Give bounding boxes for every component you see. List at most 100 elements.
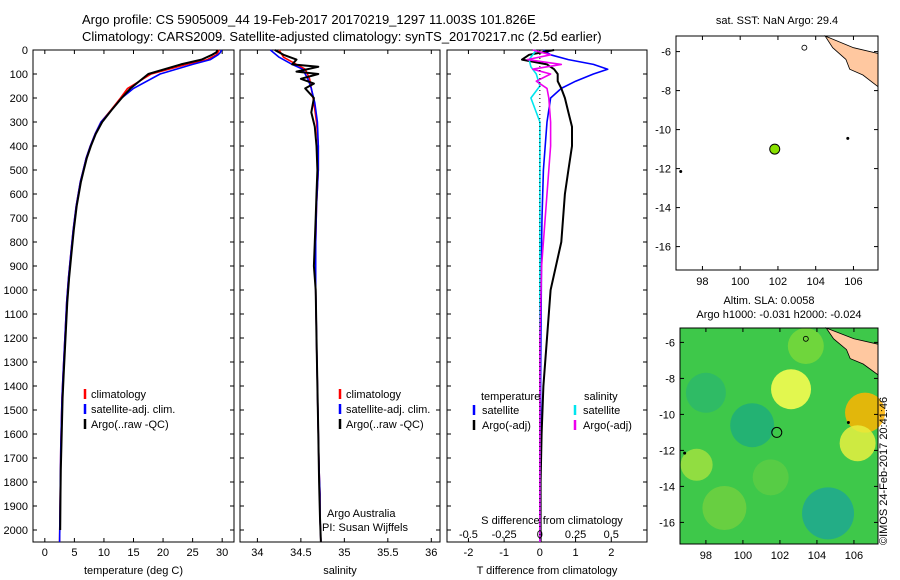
heatmap-cell	[839, 425, 876, 462]
x-tick-label: 104	[807, 276, 825, 288]
island	[683, 451, 687, 455]
series-line-1	[58, 49, 223, 543]
legend-label: Argo(-adj)	[482, 420, 531, 432]
x-tick-label: 2	[608, 547, 614, 559]
island	[679, 170, 683, 174]
map-title: Altim. SLA: 0.0058	[723, 295, 814, 307]
x-tick-label: 35.5	[377, 547, 398, 559]
top-tick-label: -0.5	[459, 529, 478, 541]
x-tick-label: 25	[186, 547, 198, 559]
panel-frame-0	[32, 49, 235, 543]
x-axis-label: salinity	[323, 565, 357, 577]
top-tick-label: -0.25	[492, 529, 517, 541]
x-tick-label: 36	[425, 547, 437, 559]
map-subtitle: Argo h1000: -0.031 h2000: -0.024	[696, 309, 861, 321]
series-line-2	[274, 49, 322, 543]
island	[802, 335, 809, 342]
y-tick-label: 1700	[4, 453, 28, 465]
x-tick-label: 34	[251, 547, 263, 559]
x-tick-label: 102	[769, 276, 787, 288]
legend-label: satellite-adj. clim.	[91, 404, 175, 416]
y-tick-label: 1400	[4, 381, 28, 393]
land-java	[824, 35, 879, 88]
x-tick-label: 106	[844, 276, 862, 288]
argo-location-marker	[771, 426, 783, 438]
heatmap-cell	[752, 459, 789, 496]
legend-label: satellite	[583, 405, 620, 417]
legend-header-temperature: temperature	[481, 391, 540, 403]
y-tick-label: -14	[659, 481, 675, 493]
legend-label: Argo(..raw -QC)	[346, 419, 424, 431]
heatmap-cell	[730, 403, 775, 448]
x-tick-label: 30	[216, 547, 228, 559]
land-java	[825, 327, 879, 376]
series-line-2	[59, 49, 219, 531]
title-line-2: Climatology: CARS2009. Satellite-adjuste…	[82, 29, 602, 44]
y-tick-label: -8	[661, 86, 671, 98]
series-line-0	[58, 49, 220, 543]
legend-label: climatology	[91, 389, 147, 401]
y-tick-label: 200	[10, 93, 28, 105]
heatmap-cell	[802, 487, 855, 540]
heatmap-cell	[702, 486, 747, 530]
y-tick-label: 1100	[4, 309, 28, 321]
y-tick-label: 700	[10, 213, 28, 225]
top-axis-label: S difference from climatology	[481, 515, 623, 527]
x-tick-label: 100	[734, 550, 752, 562]
x-tick-label: -2	[464, 547, 474, 559]
island	[846, 136, 850, 140]
y-tick-label: -12	[659, 445, 675, 457]
y-tick-label: -16	[655, 242, 671, 254]
x-tick-label: 104	[808, 550, 826, 562]
top-tick-label: 0.25	[565, 529, 586, 541]
heatmap-cell	[680, 448, 713, 481]
x-tick-label: 0	[42, 547, 48, 559]
y-tick-label: 800	[10, 237, 28, 249]
x-tick-label: 106	[845, 550, 863, 562]
y-tick-label: -10	[655, 125, 671, 137]
y-tick-label: 600	[10, 189, 28, 201]
y-tick-label: -6	[665, 337, 675, 349]
x-tick-label: 35	[338, 547, 350, 559]
y-tick-label: -14	[655, 203, 671, 215]
title-line-1: Argo profile: CS 5905009_44 19-Feb-2017 …	[82, 12, 536, 27]
x-tick-label: -1	[499, 547, 509, 559]
legend-header-salinity: salinity	[584, 391, 618, 403]
x-axis-label: temperature (deg C)	[84, 565, 183, 577]
series-line-3	[526, 49, 563, 542]
y-tick-label: 1900	[4, 501, 28, 513]
x-tick-label: 102	[771, 550, 789, 562]
y-tick-label: -6	[661, 47, 671, 59]
legend-label: Argo(..raw -QC)	[91, 419, 169, 431]
heatmap-cell	[787, 328, 824, 364]
heatmap-cell	[685, 372, 726, 413]
x-tick-label: 15	[127, 547, 139, 559]
top-tick-label: 0.5	[604, 529, 619, 541]
y-tick-label: 1800	[4, 477, 28, 489]
x-axis-label: T difference from climatology	[477, 565, 618, 577]
x-tick-label: 1	[573, 547, 579, 559]
y-tick-label: -16	[659, 517, 675, 529]
y-tick-label: -12	[655, 164, 671, 176]
legend-label: climatology	[346, 389, 402, 401]
y-tick-label: 1500	[4, 405, 28, 417]
x-tick-label: 98	[696, 276, 708, 288]
legend-label: satellite	[482, 405, 519, 417]
y-tick-label: 1600	[4, 429, 28, 441]
series-line-2	[528, 49, 541, 542]
x-tick-label: 100	[731, 276, 749, 288]
y-tick-label: 2000	[4, 525, 28, 537]
y-tick-label: 1200	[4, 333, 28, 345]
y-tick-label: -10	[659, 409, 675, 421]
x-tick-label: 98	[700, 550, 712, 562]
y-tick-label: 1300	[4, 357, 28, 369]
y-tick-label: 500	[10, 165, 28, 177]
panel-frame-2	[446, 49, 648, 543]
y-tick-label: -8	[665, 373, 675, 385]
legend-label: Argo(-adj)	[583, 420, 632, 432]
island	[801, 44, 808, 51]
legend-label: satellite-adj. clim.	[346, 404, 430, 416]
y-tick-label: 0	[22, 45, 28, 57]
x-tick-label: 20	[157, 547, 169, 559]
